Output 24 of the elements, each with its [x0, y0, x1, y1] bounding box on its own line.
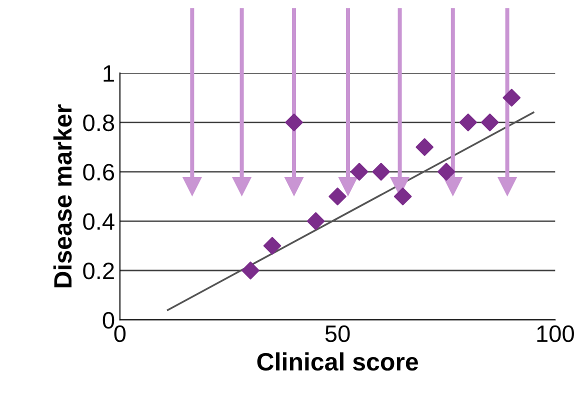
point — [285, 113, 303, 132]
point — [328, 188, 346, 206]
point — [242, 262, 260, 280]
point — [306, 212, 325, 230]
x-tick-label: 100 — [537, 325, 574, 342]
x-tick-label: 50 — [325, 325, 350, 342]
y-tick-label: 0.6 — [83, 164, 114, 181]
point — [350, 162, 368, 181]
x-tick-label: 0 — [114, 325, 126, 342]
point — [459, 113, 478, 132]
y-tick-label: 0.2 — [83, 262, 114, 280]
point — [480, 113, 499, 132]
y-axis-title: Disease marker — [53, 104, 72, 288]
point — [372, 162, 390, 181]
y-tick-label: 0 — [102, 312, 114, 329]
point — [263, 236, 282, 255]
point — [437, 162, 456, 181]
point — [394, 188, 412, 206]
y-tick-label: 0.4 — [83, 213, 114, 230]
x-axis-title: Clinical score — [257, 352, 418, 371]
y-tick-label: 0.8 — [83, 114, 114, 132]
y-tick-label: 1 — [104, 65, 114, 82]
point — [416, 138, 434, 156]
point — [502, 88, 521, 107]
